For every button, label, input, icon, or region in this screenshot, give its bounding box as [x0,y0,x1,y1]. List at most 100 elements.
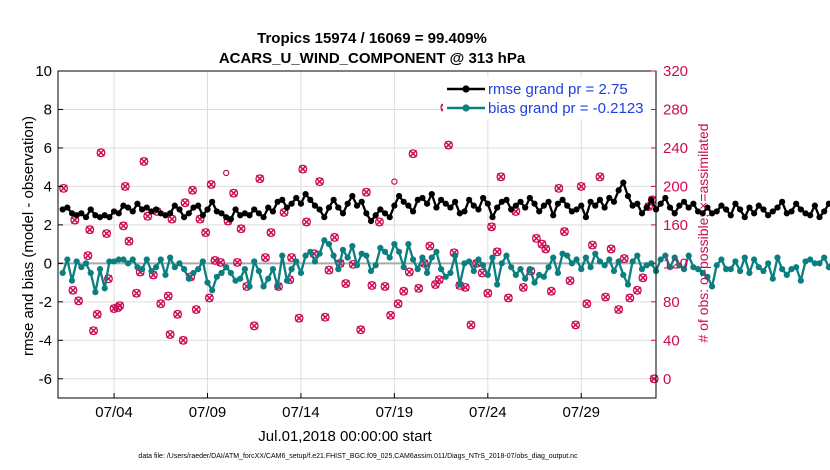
obs-assimilated-marker [414,283,424,293]
rmse-point [110,208,118,215]
rmse-point [554,200,561,207]
obs-assimilated-marker [188,185,197,195]
obs-assimilated-marker [582,299,592,309]
bias-point [92,289,99,296]
obs-possible-ring [266,228,276,238]
obs-assimilated-cross [229,189,238,198]
rmse-point [559,196,566,203]
obs-possible-ring [638,273,648,283]
obs-assimilated-marker [531,233,541,243]
rmse-point [802,210,809,217]
obs-assimilated-cross [233,258,242,267]
bias-point [685,252,692,259]
bias-point [110,258,118,265]
rmse-point [106,214,113,221]
rmse-point [120,202,127,209]
obs-assimilated-cross [140,157,148,166]
obs-assimilated-cross [330,233,339,242]
rmse-point [788,208,795,215]
legend: rmse grand pr = 2.75 bias grand pr = -0.… [443,77,651,119]
bias-point [428,254,435,261]
y-right-label: # of obs: o=possible; ×=assimilated [695,123,711,342]
bias-point [536,271,543,278]
obs-possible-ring [96,148,106,158]
rmse-point [363,210,370,217]
obs-possible-ring [320,312,330,322]
obs-possible-ring [518,282,528,292]
obs-assimilated-marker [554,183,564,193]
obs-possible-ring [287,253,297,263]
rmse-point [148,208,155,215]
obs-assimilated-cross [181,198,190,207]
rmse-point [358,198,365,205]
obs-assimilated-marker [619,254,629,263]
obs-assimilated-cross [541,244,550,253]
obs-assimilated-marker [294,313,304,323]
bias-point [176,260,183,267]
bias-point [779,266,786,273]
bias-point [774,254,781,261]
obs-assimilated-marker [89,326,98,336]
obs-assimilated-cross [121,182,130,191]
bias-point [181,266,188,273]
rmse-point [138,206,146,213]
rmse-point [419,194,426,202]
obs-assimilated-marker [503,293,513,303]
obs-assimilated-marker [559,227,569,237]
rmse-point [447,204,454,211]
obs-assimilated-marker [374,217,384,227]
obs-possible-ring [173,309,183,319]
obs-possible-ring [414,283,424,293]
obs-possible-ring [232,257,242,267]
bias-point [386,254,393,261]
bias-point [358,250,365,257]
rmse-point [269,208,277,215]
obs-assimilated-marker [565,276,575,286]
rmse-point [489,214,496,221]
obs-assimilated-marker [625,293,635,303]
obs-possible-ring [180,198,190,208]
obs-possible-ring [165,330,175,339]
rmse-point [372,212,379,219]
bias-point [96,266,104,273]
bias-point [657,256,664,263]
bias-point [480,262,487,269]
obs-assimilated-marker [315,177,325,187]
obs-possible-ring [541,244,551,254]
rmse-point [442,200,449,207]
obs-assimilated-cross [538,240,546,249]
rmse-point [400,198,407,205]
rmse-point [774,204,781,211]
obs-assimilated-marker [380,281,390,291]
obs-assimilated-marker [120,181,130,191]
obs-assimilated-cross [97,148,105,157]
bias-point [185,275,192,282]
obs-possible-ring [255,174,265,184]
obs-assimilated-marker [576,181,586,191]
obs-possible-ring [425,241,435,251]
rmse-point [582,214,590,221]
obs-assimilated-cross [237,224,246,233]
rmse-point [615,187,622,194]
bias-point [82,260,90,267]
bias-point [540,273,547,280]
obs-assimilated-cross [295,314,303,323]
rmse-point [171,202,178,209]
bias-point [195,266,202,273]
obs-possible-ring [341,279,351,288]
obs-assimilated-cross [381,282,389,291]
obs-possible-ring [487,222,496,232]
bias-point [470,267,477,275]
bias-point [64,256,71,263]
obs-possible-ring [571,320,581,330]
bias-point [293,258,300,265]
obs-assimilated-cross [571,320,580,329]
bias-point [335,266,342,273]
obs-assimilated-cross [487,222,496,231]
bias-point [423,269,431,277]
obs-assimilated-marker [571,320,581,330]
obs-possible-ring [191,305,201,314]
y-left-tick-label: -4 [39,332,52,349]
y-right-tick-label: 0 [663,371,671,388]
